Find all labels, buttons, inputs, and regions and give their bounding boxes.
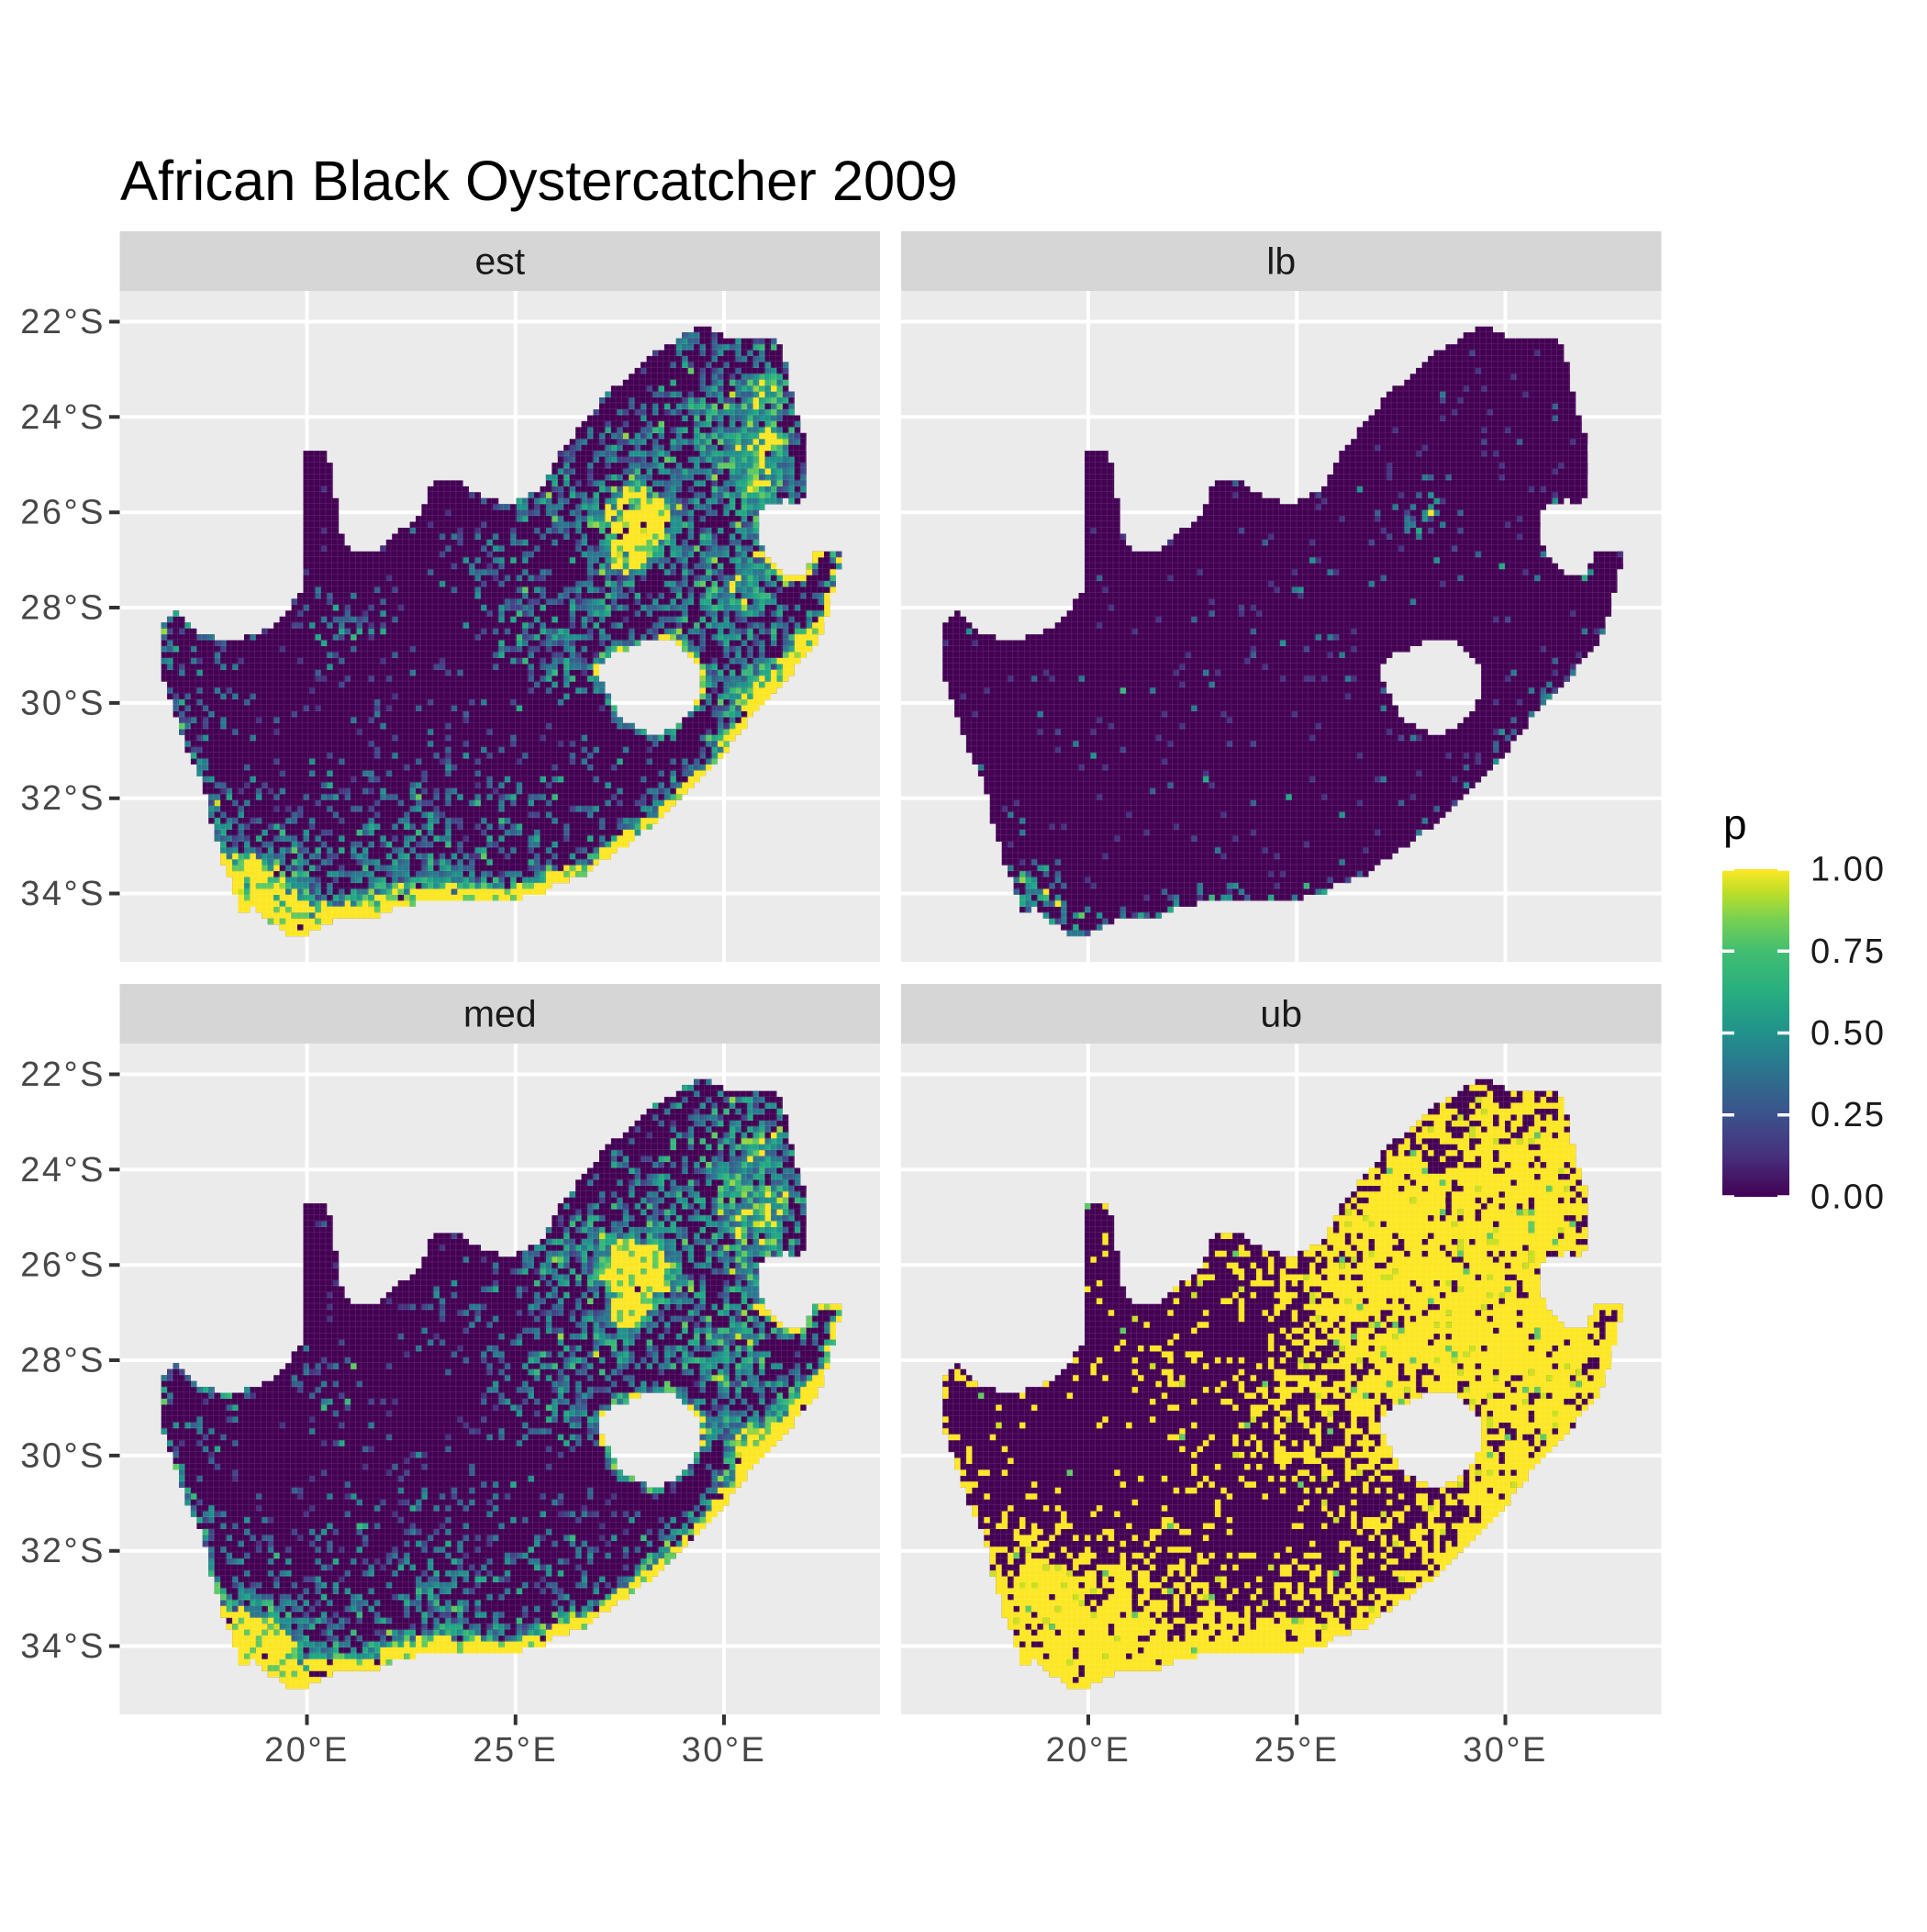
svg-text:34°S: 34°S xyxy=(20,1627,106,1666)
svg-text:30°S: 30°S xyxy=(20,1436,106,1475)
svg-text:0.75: 0.75 xyxy=(1810,932,1886,971)
svg-text:0.25: 0.25 xyxy=(1810,1096,1886,1134)
svg-text:28°S: 28°S xyxy=(20,1342,106,1380)
svg-text:African Black Oystercatcher 20: African Black Oystercatcher 2009 xyxy=(120,150,958,213)
svg-text:26°S: 26°S xyxy=(20,494,106,532)
svg-text:ub: ub xyxy=(1260,993,1302,1035)
svg-text:p: p xyxy=(1723,800,1747,848)
svg-text:1.00: 1.00 xyxy=(1810,851,1886,889)
svg-text:34°S: 34°S xyxy=(20,875,106,913)
svg-text:28°S: 28°S xyxy=(20,589,106,628)
svg-text:22°S: 22°S xyxy=(20,303,106,341)
svg-text:32°S: 32°S xyxy=(20,1532,106,1570)
svg-text:0.50: 0.50 xyxy=(1810,1014,1886,1053)
svg-text:20°E: 20°E xyxy=(264,1731,350,1770)
svg-text:0.00: 0.00 xyxy=(1810,1178,1886,1217)
svg-text:32°S: 32°S xyxy=(20,779,106,818)
svg-text:med: med xyxy=(463,993,537,1035)
svg-text:lb: lb xyxy=(1266,240,1296,283)
svg-text:22°S: 22°S xyxy=(20,1055,106,1094)
svg-text:est: est xyxy=(474,240,525,283)
svg-text:25°E: 25°E xyxy=(1254,1731,1340,1770)
svg-text:30°S: 30°S xyxy=(20,684,106,722)
svg-text:20°E: 20°E xyxy=(1046,1731,1131,1770)
svg-text:24°S: 24°S xyxy=(20,398,106,437)
svg-text:24°S: 24°S xyxy=(20,1151,106,1189)
svg-text:30°E: 30°E xyxy=(1463,1731,1548,1770)
svg-text:30°E: 30°E xyxy=(682,1731,767,1770)
svg-text:25°E: 25°E xyxy=(473,1731,558,1770)
svg-text:26°S: 26°S xyxy=(20,1246,106,1285)
